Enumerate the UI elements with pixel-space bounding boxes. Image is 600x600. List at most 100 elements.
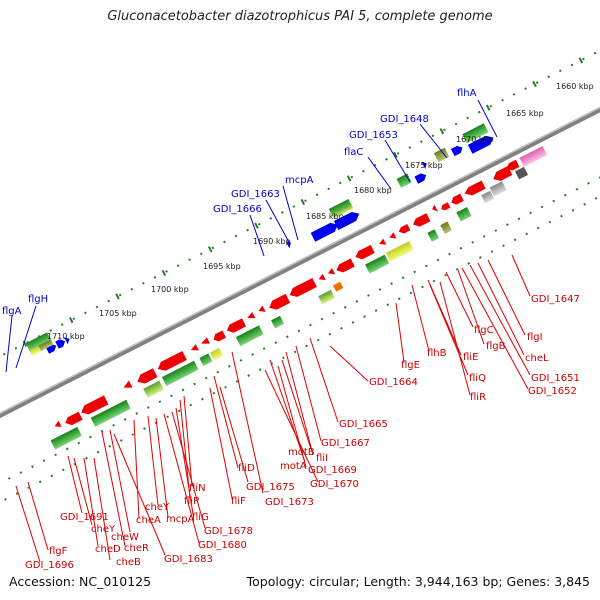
guide-dot xyxy=(367,294,370,297)
gene-label[interactable]: cheB xyxy=(116,557,141,568)
gene-arrow-blue[interactable] xyxy=(333,209,362,230)
guide-dot xyxy=(304,199,307,203)
gene-arrow-red[interactable] xyxy=(212,330,227,344)
gene-arrow-red[interactable] xyxy=(450,193,464,207)
gene-label[interactable]: GDI_1691 xyxy=(60,512,109,523)
gene-arrow-red[interactable] xyxy=(156,350,187,374)
gene-label[interactable]: GDI_1652 xyxy=(528,386,577,397)
gene-arrow-red[interactable] xyxy=(327,268,336,277)
gene-arrow-red[interactable] xyxy=(257,305,266,315)
gene-block-grey[interactable] xyxy=(481,190,495,204)
cog-block xyxy=(271,315,285,329)
gene-label[interactable]: flgB xyxy=(486,341,506,352)
gene-label[interactable]: fliI xyxy=(316,453,328,464)
gene-arrow-red[interactable] xyxy=(79,395,109,417)
gene-label[interactable]: cheW xyxy=(111,532,139,543)
gene-label[interactable]: mcpA xyxy=(166,514,195,525)
gene-label[interactable]: GDI_1666 xyxy=(213,204,262,215)
gene-arrow-blue[interactable] xyxy=(310,220,340,242)
guide-dot xyxy=(282,356,285,360)
gene-arrow-red[interactable] xyxy=(317,273,326,283)
gene-label[interactable]: fliD xyxy=(238,463,255,474)
gene-arrow-red[interactable] xyxy=(354,244,375,262)
gene-arrow-red[interactable] xyxy=(267,293,291,312)
gene-arrow-blue[interactable] xyxy=(414,172,427,184)
gene-arrow-blue[interactable] xyxy=(421,160,428,169)
gene-label[interactable]: motB xyxy=(288,447,315,458)
gene-label[interactable]: fliF xyxy=(231,496,246,507)
gene-label[interactable]: GDI_1667 xyxy=(321,438,370,449)
gene-arrow-red[interactable] xyxy=(225,318,247,335)
gene-label[interactable]: cheL xyxy=(525,353,549,364)
gene-arrow-blue[interactable] xyxy=(64,335,71,345)
gene-arrow-red[interactable] xyxy=(200,337,210,347)
gene-arrow-blue[interactable] xyxy=(467,133,496,154)
gene-block-grey[interactable] xyxy=(489,181,507,197)
gene-arrow-red[interactable] xyxy=(335,258,355,274)
gene-arrow-red[interactable] xyxy=(287,277,317,300)
gene-label[interactable]: GDI_1665 xyxy=(339,419,388,430)
gene-label[interactable]: cheR xyxy=(124,543,149,554)
gene-label[interactable]: GDI_1696 xyxy=(25,560,74,571)
gene-label[interactable]: flgI xyxy=(527,332,543,343)
gene-arrow-red[interactable] xyxy=(431,204,438,214)
gene-arrow-red[interactable] xyxy=(122,380,133,391)
guide-dot xyxy=(153,276,157,279)
gene-arrow-red[interactable] xyxy=(440,202,451,211)
guide-dot xyxy=(466,116,470,120)
gene-label[interactable]: cheY xyxy=(91,524,116,535)
gene-label[interactable]: flgH xyxy=(28,294,48,305)
gene-label[interactable]: fliN xyxy=(189,483,206,494)
gene-label[interactable]: flaC xyxy=(344,147,363,158)
gene-block-orange[interactable] xyxy=(332,281,344,292)
gene-label[interactable]: fliE xyxy=(463,352,478,363)
gene-label[interactable]: motA xyxy=(280,461,307,472)
gene-label[interactable]: fliR xyxy=(470,392,486,403)
gene-arrow-red[interactable] xyxy=(491,166,513,184)
gene-label[interactable]: flgE xyxy=(401,360,420,371)
gene-label[interactable]: GDI_1680 xyxy=(198,540,247,551)
gene-label[interactable]: flgA xyxy=(2,306,22,317)
gene-label[interactable]: fliG xyxy=(192,512,209,523)
gene-arrow-red[interactable] xyxy=(388,232,397,241)
gene-label[interactable]: GDI_1683 xyxy=(164,554,213,565)
gene-label[interactable]: cheD xyxy=(95,544,121,555)
gene-label[interactable]: GDI_1648 xyxy=(380,114,429,125)
gene-arrow-blue[interactable] xyxy=(55,338,67,349)
gene-label[interactable]: GDI_1670 xyxy=(310,479,359,490)
guide-dot xyxy=(131,433,135,436)
gene-label[interactable]: flhA xyxy=(457,88,477,99)
gene-block-grey[interactable] xyxy=(515,166,529,180)
gene-arrow-red[interactable] xyxy=(411,213,431,229)
gene-arrow-blue[interactable] xyxy=(450,144,464,157)
gene-label[interactable]: flhB xyxy=(427,348,447,359)
gene-label[interactable]: GDI_1653 xyxy=(349,130,398,141)
gene-label[interactable]: GDI_1678 xyxy=(204,526,253,537)
gene-label[interactable]: mcpA xyxy=(285,175,314,186)
gene-label[interactable]: GDI_1669 xyxy=(308,465,357,476)
gene-arrow-red[interactable] xyxy=(246,311,256,321)
guide-dot xyxy=(119,439,123,442)
gene-label[interactable]: GDI_1664 xyxy=(369,377,418,388)
gene-label[interactable]: GDI_1663 xyxy=(231,189,280,200)
gene-arrow-red[interactable] xyxy=(189,344,199,353)
gene-label[interactable]: flgF xyxy=(49,546,68,557)
gene-label[interactable]: GDI_1647 xyxy=(531,294,580,305)
gene-arrow-red[interactable] xyxy=(397,224,411,235)
gene-label[interactable]: fliQ xyxy=(469,373,486,384)
gene-arrow-red[interactable] xyxy=(135,368,158,386)
gene-label[interactable]: fliP xyxy=(184,496,199,507)
guide-dot xyxy=(548,220,552,224)
gene-label[interactable]: cheY xyxy=(145,502,170,513)
gene-arrow-red[interactable] xyxy=(63,411,83,428)
gene-label[interactable]: flgC xyxy=(474,325,494,336)
gene-label[interactable]: GDI_1675 xyxy=(246,482,295,493)
gene-arrow-red[interactable] xyxy=(463,180,486,199)
gene-arrow-red[interactable] xyxy=(378,238,387,248)
gene-block-pink[interactable] xyxy=(519,146,548,167)
gene-label[interactable]: GDI_1651 xyxy=(531,373,580,384)
gene-label[interactable]: GDI_1673 xyxy=(265,497,314,508)
gene-arrow-red[interactable] xyxy=(53,420,62,430)
gene-label[interactable]: cheA xyxy=(136,515,161,526)
gene-arrow-red[interactable] xyxy=(505,159,520,173)
